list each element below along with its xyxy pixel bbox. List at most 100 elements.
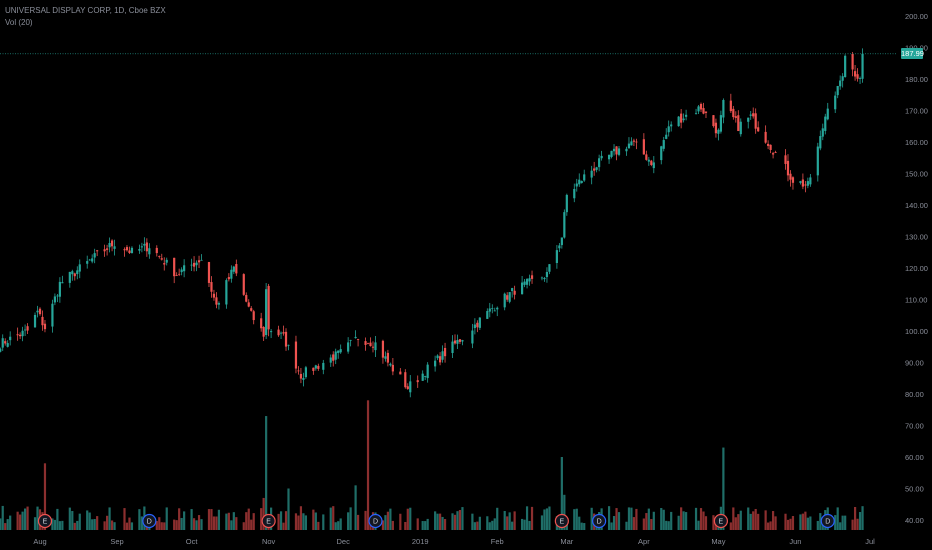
candle	[670, 121, 673, 132]
candle	[279, 331, 283, 339]
volume-bar	[192, 518, 196, 530]
candle	[548, 264, 551, 275]
volume-bar	[453, 514, 457, 530]
candle	[108, 237, 111, 253]
volume-bars	[0, 400, 864, 530]
volume-bar	[660, 508, 663, 530]
volume-bar	[789, 518, 792, 530]
candle	[190, 258, 193, 271]
volume-bar	[416, 518, 419, 530]
volume-bar	[438, 513, 442, 530]
volume-bar	[391, 520, 394, 530]
volume-bar	[491, 520, 494, 530]
earnings-event-icon[interactable]: E	[713, 513, 728, 529]
candle	[573, 183, 576, 203]
candle	[110, 239, 114, 252]
candle	[91, 254, 94, 264]
candle	[140, 242, 143, 253]
earnings-event-icon[interactable]: E	[554, 513, 569, 529]
candle	[287, 344, 290, 351]
candle	[600, 150, 603, 161]
volume-bar	[819, 513, 822, 530]
candle	[399, 368, 402, 375]
candle	[625, 146, 628, 156]
candle	[192, 256, 196, 272]
candle	[471, 323, 474, 349]
volume-bar	[680, 507, 683, 530]
dividend-event-icon[interactable]: D	[820, 513, 835, 529]
volume-bar	[851, 519, 854, 530]
candle	[36, 305, 39, 318]
time-tick-label: Jun	[789, 537, 801, 546]
time-tick-label: Mar	[560, 537, 573, 546]
candle	[207, 261, 211, 287]
earnings-event-icon[interactable]: E	[261, 513, 276, 529]
candle	[155, 245, 158, 257]
volume-indicator-label[interactable]: Vol (20)	[5, 18, 33, 27]
volume-bar	[806, 517, 809, 530]
dividend-event-icon[interactable]: D	[368, 513, 383, 529]
time-tick-label: Aug	[33, 537, 46, 546]
volume-bar	[791, 516, 795, 530]
candle	[739, 118, 742, 137]
earnings-event-icon[interactable]: E	[37, 513, 53, 529]
volume-bar	[471, 513, 474, 530]
candle	[409, 375, 412, 398]
candle	[834, 91, 837, 113]
candle	[217, 301, 221, 310]
candle	[232, 265, 235, 275]
dividend-event-icon[interactable]: D	[142, 513, 157, 529]
volume-bar	[354, 485, 357, 530]
volume-bar	[652, 511, 655, 530]
volume-bar	[612, 516, 616, 530]
volume-bar	[511, 521, 514, 530]
volume-bar	[662, 509, 665, 530]
volume-bar	[523, 519, 526, 530]
volume-bar	[530, 506, 534, 530]
candle	[682, 113, 685, 123]
candle	[294, 335, 298, 374]
candle	[660, 145, 663, 165]
volume-bar	[294, 513, 298, 530]
candle	[304, 365, 307, 379]
volume-bar	[105, 515, 109, 530]
volume-bar	[458, 509, 462, 530]
volume-bar	[836, 507, 839, 530]
volume-bar	[389, 508, 392, 530]
candle	[96, 249, 99, 257]
volume-bar	[108, 507, 111, 530]
candle	[617, 146, 621, 157]
time-axis[interactable]: Aug Sep Oct Nov Dec 2019 Feb Mar Apr May Jun Jul	[33, 537, 875, 546]
dividend-event-icon[interactable]: D	[592, 513, 607, 529]
candle	[540, 276, 544, 281]
candle	[630, 137, 633, 146]
volume-bar	[225, 513, 228, 530]
candle	[627, 137, 631, 149]
price-axis[interactable]: 40.00 50.00 60.00 70.00 80.00 90.00 100.00 110.…	[905, 12, 928, 525]
svg-text:E: E	[266, 519, 271, 526]
volume-bar	[160, 522, 163, 530]
time-tick-label: Apr	[638, 537, 650, 546]
volume-bar	[488, 522, 491, 530]
candle	[245, 292, 248, 303]
svg-text:E: E	[560, 519, 565, 526]
candle	[332, 351, 335, 367]
candle	[513, 285, 516, 300]
volume-bar	[61, 520, 64, 530]
volume-bar	[140, 516, 143, 530]
volume-bar	[178, 508, 181, 530]
volume-bar	[685, 512, 688, 530]
volume-bar	[406, 508, 409, 530]
volume-bar	[86, 510, 89, 530]
volume-bar	[699, 508, 703, 530]
volume-bar	[801, 513, 805, 530]
volume-bar	[23, 508, 27, 530]
svg-text:E: E	[43, 519, 48, 526]
candle	[645, 150, 648, 161]
candle	[784, 149, 787, 170]
candle	[26, 323, 29, 334]
candle	[610, 150, 613, 159]
volume-bar	[138, 509, 141, 530]
price-tick-label: 50.00	[905, 485, 924, 494]
